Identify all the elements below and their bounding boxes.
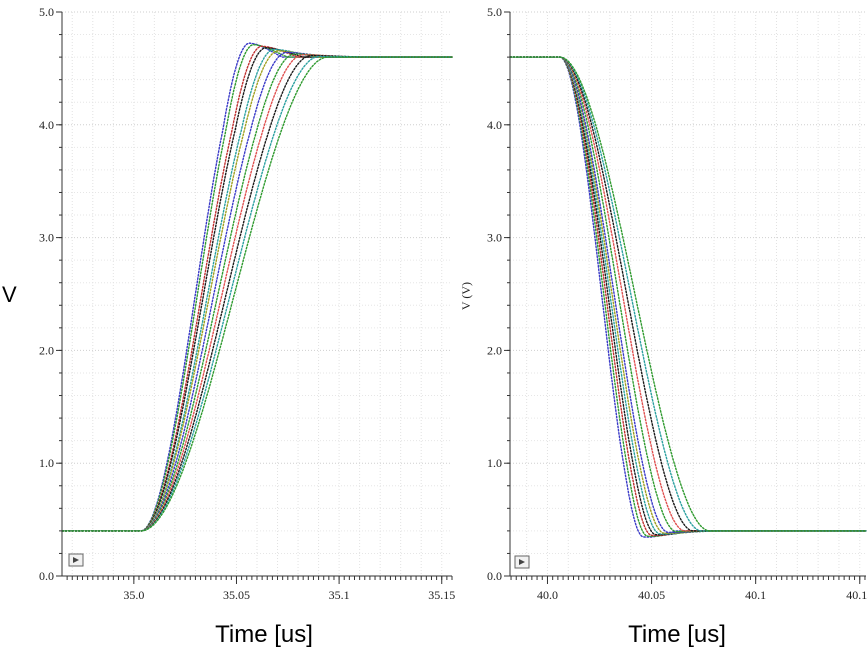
right-series-group (509, 56, 867, 538)
left-series-group (61, 42, 453, 532)
right-series-line (509, 56, 867, 532)
y-tick-label: 0.0 (39, 569, 54, 583)
y-tick-label: 2.0 (487, 343, 502, 357)
y-tick-label: 1.0 (39, 456, 54, 470)
left-x-axis-label: Time [us] (215, 621, 313, 648)
x-tick-label: 35.15 (428, 588, 455, 602)
y-tick-label: 3.0 (39, 231, 54, 245)
left-y-axis-label: V (2, 282, 17, 307)
right-chart-panel: 0.0 1.0 2.0 3.0 4.0 5.0 40.0 40.05 40.1 40.15 V (… (459, 5, 868, 648)
x-tick-label: 40.05 (638, 588, 665, 602)
play-icon (73, 557, 79, 563)
left-series-line (61, 50, 453, 532)
right-play-button[interactable] (514, 555, 530, 569)
left-gridlines (62, 11, 452, 577)
y-tick-label: 2.0 (39, 343, 54, 357)
right-axes: 0.0 1.0 2.0 3.0 4.0 5.0 40.0 40.05 40.1 40.15 (487, 5, 868, 602)
x-tick-label: 40.15 (846, 588, 868, 602)
y-tick-label: 4.0 (487, 118, 502, 132)
left-axes: 0.0 1.0 2.0 3.0 4.0 5.0 35.0 35.05 35.1 35.15 (39, 5, 455, 602)
right-x-axis-label: Time [us] (628, 621, 726, 648)
left-play-button[interactable] (68, 553, 84, 567)
x-tick-label: 40.1 (745, 588, 766, 602)
y-tick-label: 0.0 (487, 569, 502, 583)
left-series-line (61, 56, 453, 532)
play-icon (519, 559, 525, 565)
left-series-line (61, 54, 453, 532)
x-tick-label: 35.05 (223, 588, 250, 602)
y-tick-label: 3.0 (487, 231, 502, 245)
x-tick-label: 35.0 (123, 588, 144, 602)
y-tick-label: 5.0 (39, 5, 54, 19)
y-tick-label: 1.0 (487, 456, 502, 470)
y-tick-label: 4.0 (39, 118, 54, 132)
right-y-axis-label: V (V) (459, 282, 473, 310)
x-tick-label: 40.0 (537, 588, 558, 602)
y-tick-label: 5.0 (487, 5, 502, 19)
right-series-line (509, 56, 867, 532)
right-plot-area (510, 12, 868, 576)
x-tick-label: 35.1 (329, 588, 350, 602)
left-series-line (61, 45, 453, 532)
left-chart-panel: 0.0 1.0 2.0 3.0 4.0 5.0 35.0 35.05 35.1 35.15 V T… (2, 5, 455, 648)
